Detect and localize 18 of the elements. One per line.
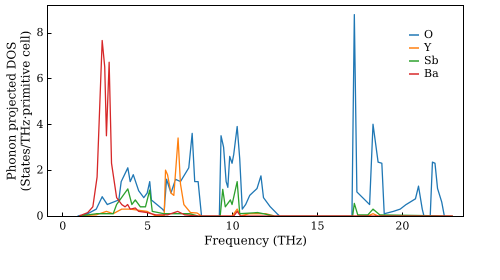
x-tick-label: 15 [310,220,324,232]
line-series [78,40,454,216]
line-series [76,14,445,216]
x-tick-label: 5 [144,220,152,232]
x-tick-label: 0 [59,220,66,232]
y-tick-label: 0 [36,210,44,222]
legend-label: Y [423,41,432,54]
y-tick-label: 8 [36,26,44,40]
legend-label: O [424,28,434,41]
y-tick-label: 4 [36,118,44,131]
x-tick-label: 20 [395,220,410,232]
y-tick-label: 2 [36,164,44,177]
y-tick-label: 6 [36,72,44,85]
y-axis-title: Phonon projected DOS (States/THz·primitive cell) [4,30,32,192]
x-axis-title: Frequency (THz) [204,234,307,248]
x-tick-label: 10 [226,220,240,232]
legend-label: Sb [424,54,439,67]
legend-label: Ba [424,67,440,80]
